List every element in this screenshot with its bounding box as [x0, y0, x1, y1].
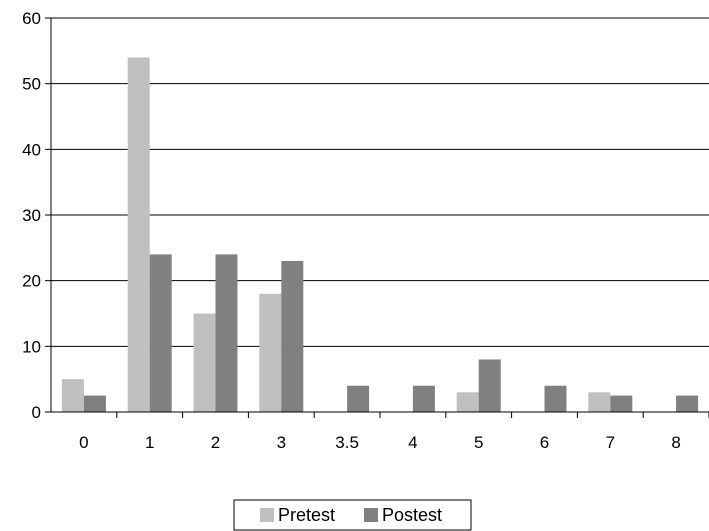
x-tick-label: 8: [671, 433, 680, 452]
x-tick-label: 2: [211, 433, 220, 452]
bar-pretest-5: [456, 392, 479, 412]
bar-pretest-3: [259, 293, 282, 412]
x-tick-label: 1: [145, 433, 154, 452]
y-tick-label: 20: [22, 272, 41, 291]
bars: [61, 57, 699, 413]
bar-pretest-1: [127, 57, 150, 413]
x-tick-label: 0: [79, 433, 88, 452]
bar-postest-2: [215, 254, 238, 412]
x-tick-label: 4: [408, 433, 417, 452]
bar-postest-6: [544, 385, 567, 412]
x-tick-label: 3.5: [335, 433, 359, 452]
y-tick-label: 60: [22, 9, 41, 28]
y-tick-label: 50: [22, 75, 41, 94]
bar-postest-7: [610, 395, 633, 412]
x-tick-label: 5: [474, 433, 483, 452]
x-tick-label: 6: [540, 433, 549, 452]
bar-postest-0: [83, 395, 106, 412]
bar-pretest-2: [193, 313, 216, 412]
legend-swatch-pretest: [260, 508, 274, 522]
y-tick-label: 0: [32, 403, 41, 422]
bar-postest-8: [676, 395, 699, 412]
x-tick-label: 7: [606, 433, 615, 452]
bar-pretest-7: [588, 392, 611, 412]
legend-swatch-postest: [364, 508, 378, 522]
x-tick-label: 3: [277, 433, 286, 452]
y-axis-ticks: 0 10 20 30 40 50 60: [22, 9, 51, 422]
legend-label-postest: Postest: [382, 505, 442, 525]
legend: Pretest Postest: [233, 499, 472, 531]
legend-label-pretest: Pretest: [278, 505, 335, 525]
bar-postest-5: [478, 359, 501, 412]
y-tick-label: 40: [22, 140, 41, 159]
y-tick-label: 30: [22, 206, 41, 225]
bar-postest-3: [281, 260, 304, 412]
y-tick-label: 10: [22, 337, 41, 356]
bar-postest-4: [412, 385, 435, 412]
x-axis-ticks: 0 1 2 3 3.5 4 5 6 7 8: [79, 412, 709, 452]
bar-postest-1: [149, 254, 172, 412]
bar-pretest-0: [61, 379, 84, 412]
bar-postest-3.5: [347, 385, 370, 412]
